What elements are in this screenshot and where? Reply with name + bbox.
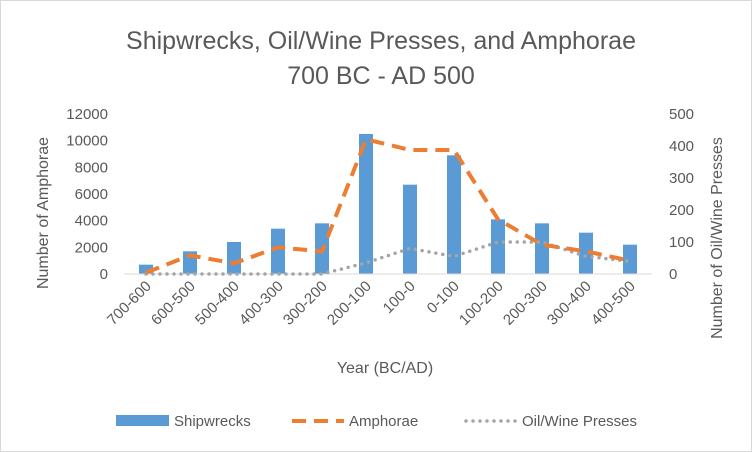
legend-swatch-shipwrecks bbox=[116, 415, 169, 426]
shipwrecks-bar bbox=[623, 244, 637, 274]
chart-subtitle: 700 BC - AD 500 bbox=[287, 62, 475, 90]
y2-tick-label: 400 bbox=[669, 138, 694, 155]
plot-area: 0 2000 4000 6000 8000 10000 12000 0 100 200 300 400… bbox=[66, 106, 694, 329]
y-tick-label: 2000 bbox=[75, 239, 108, 256]
x-tick-label: 300-400 bbox=[544, 278, 595, 329]
presses-line bbox=[144, 240, 632, 276]
y-tick-label: 12000 bbox=[66, 106, 108, 123]
y-tick-label: 10000 bbox=[66, 133, 108, 150]
x-tick-label: 200-300 bbox=[500, 278, 551, 329]
x-axis-label: Year (BC/AD) bbox=[337, 360, 433, 377]
x-tick-label: 200-100 bbox=[324, 278, 375, 329]
shipwrecks-bar bbox=[271, 228, 285, 274]
x-tick-label: 600-500 bbox=[148, 278, 199, 329]
chart-title: Shipwrecks, Oil/Wine Presses, and Amphor… bbox=[126, 27, 636, 55]
shipwrecks-bar bbox=[139, 264, 153, 274]
y2-tick-label: 100 bbox=[669, 234, 694, 251]
x-tick-label: 300-200 bbox=[280, 278, 331, 329]
y2-tick-label: 200 bbox=[669, 202, 694, 219]
amphorae-line bbox=[145, 137, 631, 275]
x-tick-label: 400-500 bbox=[588, 278, 639, 329]
shipwrecks-bar bbox=[579, 232, 593, 274]
shipwrecks-bar bbox=[447, 155, 461, 274]
x-tick-label: 100-200 bbox=[456, 278, 507, 329]
y2-tick-label: 500 bbox=[669, 106, 694, 123]
y-axis-label: Number of Amphorae bbox=[35, 137, 52, 289]
y-tick-label: 0 bbox=[100, 266, 108, 283]
x-tick-label: 100-0 bbox=[380, 278, 419, 317]
x-tick-label: 0-100 bbox=[424, 278, 463, 317]
legend-label-amphorae: Amphorae bbox=[349, 413, 418, 430]
legend-label-shipwrecks: Shipwrecks bbox=[174, 413, 251, 430]
y2-axis-label: Number of Oil/Wine Presses bbox=[709, 137, 726, 339]
y-tick-label: 4000 bbox=[75, 213, 108, 230]
shipwrecks-bar bbox=[403, 184, 417, 274]
y2-tick-label: 300 bbox=[669, 170, 694, 187]
y-tick-label: 8000 bbox=[75, 159, 108, 176]
x-tick-label: 700-600 bbox=[104, 278, 155, 329]
shipwrecks-bar bbox=[491, 219, 505, 274]
y-tick-label: 6000 bbox=[75, 186, 108, 203]
shipwrecks-bar bbox=[359, 134, 373, 274]
shipwrecks-bar bbox=[227, 242, 241, 274]
x-tick-label: 400-300 bbox=[236, 278, 287, 329]
x-tick-label: 500-400 bbox=[192, 278, 243, 329]
legend-label-presses: Oil/Wine Presses bbox=[522, 413, 637, 430]
legend: Shipwrecks Amphorae Oil/Wine Presses bbox=[116, 413, 637, 430]
y2-tick-label: 0 bbox=[669, 266, 677, 283]
shipwrecks-bar bbox=[535, 223, 549, 274]
